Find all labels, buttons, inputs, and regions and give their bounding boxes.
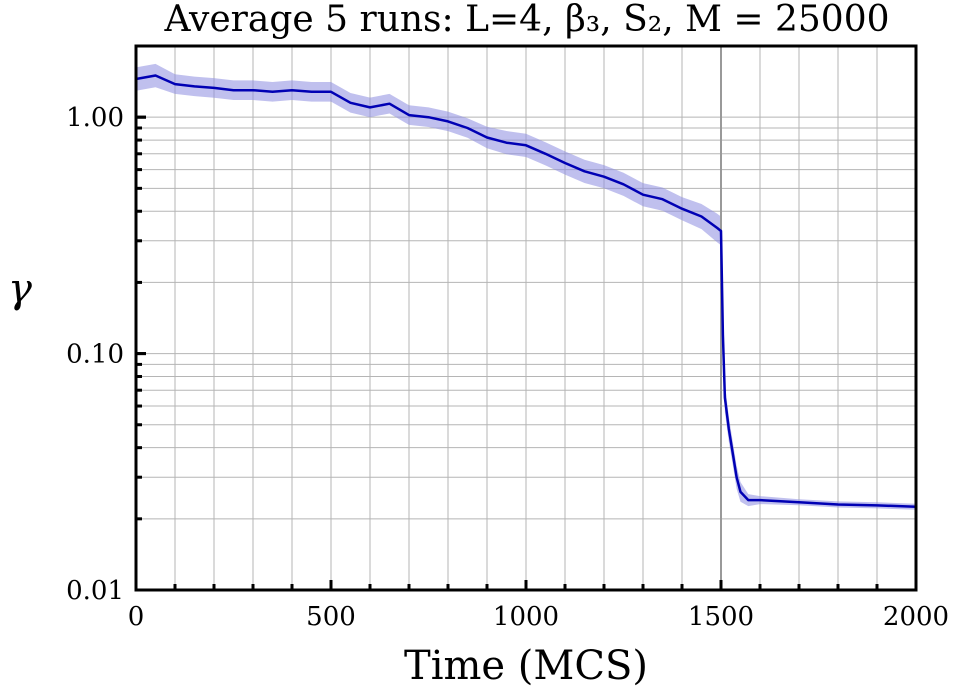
y-axis-label: γ [8,266,32,312]
y-tick-label: 1.00 [66,103,124,133]
chart-title: Average 5 runs: L=4, β₃, S₂, M = 25000 [163,0,889,40]
x-tick-label: 2000 [883,602,949,632]
y-tick-label: 0.01 [66,576,124,606]
grid [136,46,916,590]
axis-tick-labels: 0 500 1000 1500 2000 1.00 0.10 0.01 [66,103,949,632]
series-band [136,63,916,510]
series-line-0 [135,74,917,508]
x-tick-label: 500 [306,602,356,632]
axis-ticks [134,115,918,592]
y-tick-label: 0.10 [66,340,124,370]
x-axis-label: Time (MCS) [404,643,648,689]
x-tick-label: 1500 [688,602,754,632]
x-tick-label: 0 [128,602,145,632]
series-lines [135,74,917,508]
x-tick-label: 1000 [493,602,559,632]
